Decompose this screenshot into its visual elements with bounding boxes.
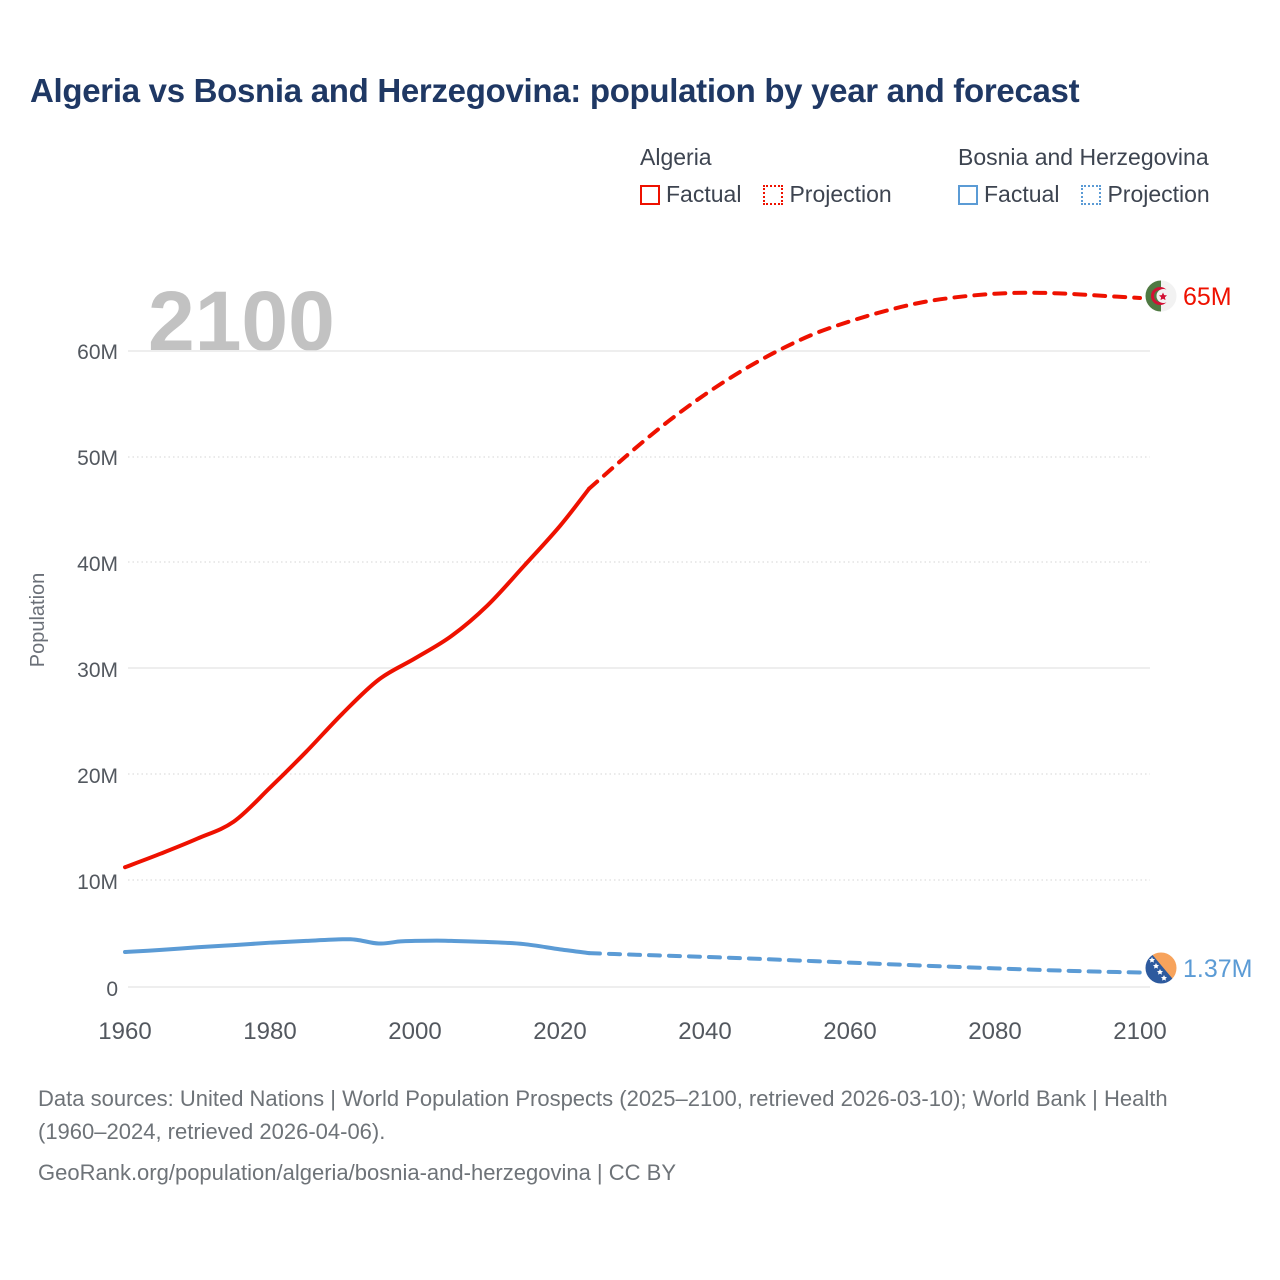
xtick-label: 1980 bbox=[243, 1018, 296, 1045]
page-title: Algeria vs Bosnia and Herzegovina: popul… bbox=[30, 72, 1080, 109]
series-line-algeria-projection bbox=[587, 290, 1142, 491]
population-line-chart: 2100 60M 50M 40M 30M 20M 10M 0 Populatio… bbox=[27, 274, 1252, 1045]
xtick-label: 2020 bbox=[533, 1018, 586, 1045]
dotted-square-icon bbox=[763, 184, 784, 205]
y-axis-title: Population bbox=[27, 573, 49, 668]
legend-label-algeria-factual: Factual bbox=[666, 181, 742, 207]
solid-square-icon bbox=[640, 184, 660, 205]
source-url-text: GeoRank.org/population/algeria/bosnia-an… bbox=[38, 1160, 676, 1185]
bosnia-flag-icon bbox=[1144, 951, 1178, 985]
x-axis-ticks: 1960 1980 2000 2020 2040 2060 2080 2100 bbox=[98, 1018, 1166, 1045]
xtick-label: 2040 bbox=[678, 1018, 731, 1045]
legend-label-bosnia-projection: Projection bbox=[1107, 181, 1210, 207]
data-sources-text: Data sources: United Nations | World Pop… bbox=[38, 1086, 1168, 1144]
legend-label-bosnia-factual: Factual bbox=[984, 181, 1060, 207]
legend-country-algeria: Algeria bbox=[640, 144, 712, 170]
legend-key-bosnia-factual[interactable]: Factual bbox=[958, 181, 1059, 208]
legend-key-bosnia-projection[interactable]: Projection bbox=[1081, 181, 1210, 208]
xtick-label: 2060 bbox=[823, 1018, 876, 1045]
xtick-label: 1960 bbox=[98, 1018, 151, 1045]
ytick-label: 60M bbox=[77, 341, 118, 364]
ytick-label: 20M bbox=[77, 765, 118, 788]
xtick-label: 2000 bbox=[388, 1018, 441, 1045]
ytick-label: 50M bbox=[77, 447, 118, 470]
y-axis-ticks: 60M 50M 40M 30M 20M 10M 0 bbox=[77, 341, 118, 1001]
legend-group-bosnia: Bosnia and Herzegovina Factual Projectio… bbox=[958, 142, 1210, 208]
legend-key-algeria-factual[interactable]: Factual bbox=[640, 181, 741, 208]
legend-label-algeria-projection: Projection bbox=[789, 181, 892, 207]
year-watermark: 2100 bbox=[148, 274, 335, 368]
legend-keys-bosnia: Factual Projection bbox=[958, 181, 1210, 208]
series-line-bosnia-factual bbox=[123, 937, 591, 956]
solid-square-icon bbox=[958, 184, 978, 205]
xtick-label: 2100 bbox=[1113, 1018, 1166, 1045]
gridlines bbox=[128, 350, 1150, 988]
algeria-flag-icon bbox=[1144, 279, 1178, 313]
algeria-end-value-label: 65M bbox=[1183, 283, 1232, 311]
legend-group-algeria: Algeria Factual Projection bbox=[640, 142, 892, 208]
bosnia-end-value-label: 1.37M bbox=[1183, 955, 1252, 983]
ytick-label: 10M bbox=[77, 871, 118, 894]
chart-footer: Data sources: United Nations | World Pop… bbox=[38, 1082, 1248, 1189]
chart-area: 2100 60M 50M 40M 30M 20M 10M 0 Populatio… bbox=[27, 274, 1252, 1045]
ytick-label: 30M bbox=[77, 659, 118, 682]
legend-keys-algeria: Factual Projection bbox=[640, 181, 892, 208]
series-line-bosnia-projection bbox=[587, 951, 1142, 975]
dotted-square-icon bbox=[1081, 184, 1102, 205]
ytick-label: 0 bbox=[106, 978, 118, 1001]
legend-country-bosnia: Bosnia and Herzegovina bbox=[958, 144, 1209, 170]
series-line-algeria-factual bbox=[123, 486, 591, 870]
ytick-label: 40M bbox=[77, 553, 118, 576]
legend-key-algeria-projection[interactable]: Projection bbox=[763, 181, 892, 208]
chart-legend: Algeria Factual Projection Bosnia and He… bbox=[640, 142, 1250, 222]
xtick-label: 2080 bbox=[968, 1018, 1021, 1045]
